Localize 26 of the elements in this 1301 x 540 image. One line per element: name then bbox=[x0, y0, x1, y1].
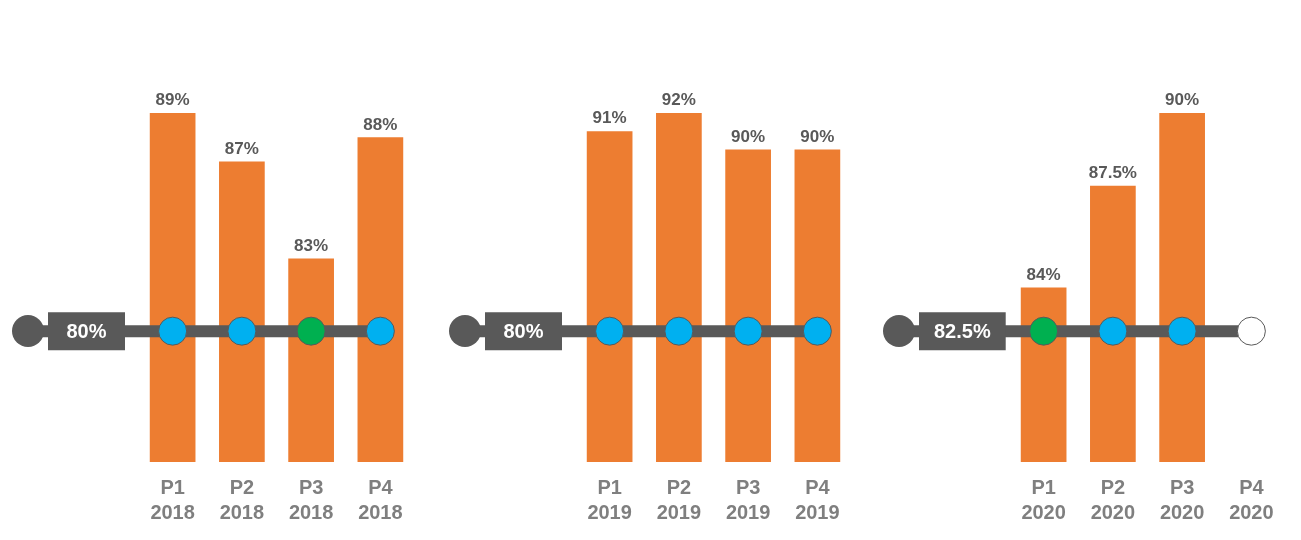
data-label: 83% bbox=[294, 235, 329, 255]
data-label: 90% bbox=[800, 126, 835, 146]
ref-line-label: 80% bbox=[66, 319, 107, 342]
ref-line-label: 80% bbox=[503, 319, 544, 342]
x-tick-label: P3 2019 bbox=[725, 476, 771, 524]
data-label: 90% bbox=[1165, 90, 1200, 110]
ref-line-label: 82.5% bbox=[934, 319, 991, 342]
x-tick-label: P2 2020 bbox=[1090, 476, 1136, 524]
data-label: 91% bbox=[592, 108, 627, 128]
data-label: 88% bbox=[363, 114, 398, 134]
x-tick-label: P2 2018 bbox=[219, 476, 265, 524]
x-tick-label: P2 2019 bbox=[656, 476, 702, 524]
x-tick-label: P4 2018 bbox=[358, 476, 403, 524]
x-tick-label: P1 2020 bbox=[1021, 476, 1066, 524]
data-label: 87% bbox=[224, 138, 259, 158]
data-label: 90% bbox=[731, 126, 766, 146]
x-tick-label: P3 2020 bbox=[1159, 476, 1205, 524]
x-tick-label: P4 2020 bbox=[1229, 476, 1274, 524]
data-label: 92% bbox=[661, 90, 696, 110]
x-tick-label: P1 2019 bbox=[587, 476, 632, 524]
data-label: 84% bbox=[1026, 264, 1061, 284]
data-label: 87.5% bbox=[1088, 162, 1137, 182]
x-tick-label: P4 2019 bbox=[795, 476, 840, 524]
x-tick-label: P3 2018 bbox=[288, 476, 334, 524]
data-label: 89% bbox=[155, 90, 190, 110]
x-tick-label: P1 2018 bbox=[150, 476, 195, 524]
